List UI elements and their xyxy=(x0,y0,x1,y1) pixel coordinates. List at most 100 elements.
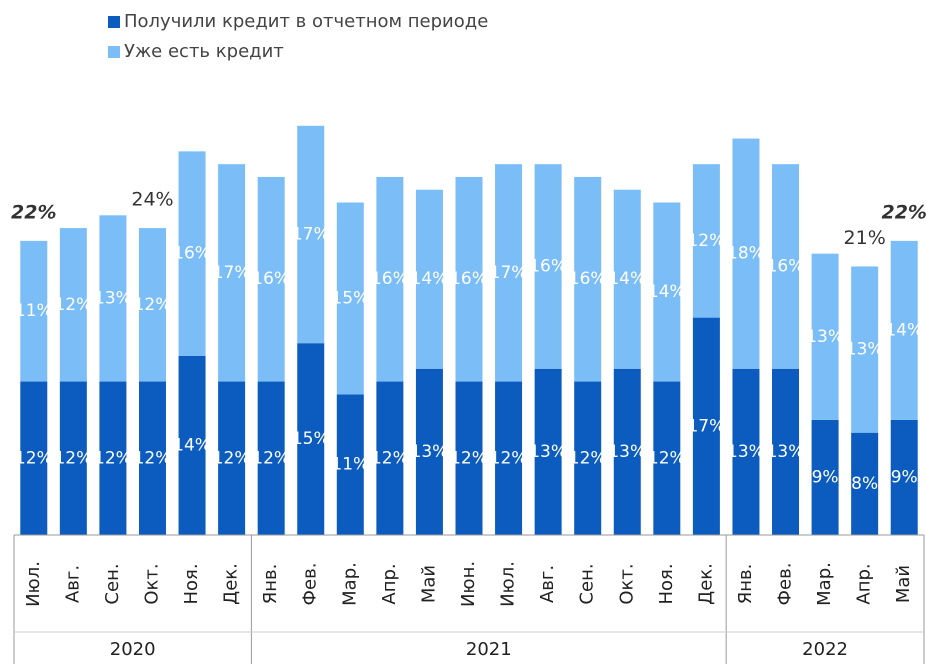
bar-segment xyxy=(732,138,760,369)
value-label: 15% xyxy=(331,288,369,308)
bar-segment xyxy=(811,253,839,420)
value-label: 12% xyxy=(134,448,172,468)
value-label: 16% xyxy=(252,269,290,289)
value-label: 12% xyxy=(252,448,290,468)
value-label: 8% xyxy=(851,474,878,494)
bar-segment xyxy=(495,381,523,535)
value-label: 12% xyxy=(687,231,725,251)
x-tick-label: Июл. xyxy=(498,561,519,607)
value-label: 9% xyxy=(891,467,918,487)
value-label: 13% xyxy=(94,288,132,308)
x-tick-label: Ноя. xyxy=(656,563,677,604)
bar-segment xyxy=(534,164,562,369)
bar-segment xyxy=(20,381,48,535)
x-tick-label: Май xyxy=(893,565,914,603)
x-tick-label: Июн. xyxy=(458,561,479,607)
legend-swatch xyxy=(108,46,120,58)
bar-segment xyxy=(455,381,483,535)
value-label: 16% xyxy=(173,244,211,264)
bar-segment xyxy=(692,317,720,535)
x-tick-label: Ноя. xyxy=(181,563,202,604)
value-label: 12% xyxy=(134,295,172,315)
value-label: 14% xyxy=(173,435,211,455)
bar-segment xyxy=(257,381,285,535)
value-label: 9% xyxy=(812,467,839,487)
bar-segment xyxy=(297,343,325,535)
bar-segment xyxy=(178,355,206,535)
value-label: 12% xyxy=(569,448,607,468)
bar-segment xyxy=(851,266,879,433)
x-tick-label: Июл. xyxy=(23,561,44,607)
x-tick-label: Мар. xyxy=(339,562,360,606)
x-tick-label: Сен. xyxy=(102,563,123,604)
bar-segment xyxy=(653,202,681,382)
value-label: 12% xyxy=(648,448,686,468)
legend-label: Получили кредит в отчетном периоде xyxy=(124,11,488,32)
value-label: 12% xyxy=(490,448,528,468)
value-label: 17% xyxy=(490,263,528,283)
value-label: 12% xyxy=(54,448,92,468)
value-label: 12% xyxy=(15,448,53,468)
bar-segment xyxy=(138,381,166,535)
bar-segment xyxy=(99,381,127,535)
bar-segment xyxy=(772,368,800,535)
value-label: 17% xyxy=(292,224,330,244)
bar-segment xyxy=(59,228,87,382)
annotation: 22% xyxy=(11,201,56,223)
group-label: 2020 xyxy=(110,639,156,660)
bar-segment xyxy=(138,228,166,382)
bar-segment xyxy=(20,240,48,382)
bar-segment xyxy=(613,189,641,369)
x-tick-label: Мар. xyxy=(814,562,835,606)
bar-segment xyxy=(99,215,127,382)
bar-segment xyxy=(495,164,523,382)
bar-segment xyxy=(178,151,206,356)
bar-segment xyxy=(574,381,602,535)
value-label: 12% xyxy=(94,448,132,468)
bar-segment xyxy=(772,164,800,369)
value-label: 12% xyxy=(371,448,409,468)
value-label: 16% xyxy=(450,269,488,289)
bar-segment xyxy=(218,381,246,535)
bar-segment xyxy=(811,419,839,535)
group-label: 2022 xyxy=(802,639,848,660)
value-label: 18% xyxy=(727,244,765,264)
bar-segment xyxy=(257,176,285,382)
x-tick-label: Апр. xyxy=(854,563,875,604)
bar-segment xyxy=(336,202,364,395)
x-tick-label: Апр. xyxy=(379,563,400,604)
value-label: 16% xyxy=(529,256,567,276)
legend-label: Уже есть кредит xyxy=(124,41,284,62)
x-tick-label: Май xyxy=(418,565,439,603)
value-label: 12% xyxy=(54,295,92,315)
annotation: 24% xyxy=(131,189,173,211)
legend-swatch xyxy=(108,16,120,28)
bar-segment xyxy=(732,368,760,535)
value-label: 12% xyxy=(450,448,488,468)
value-label: 13% xyxy=(767,442,805,462)
bar-segment xyxy=(376,176,404,382)
value-label: 14% xyxy=(648,282,686,302)
group-label: 2021 xyxy=(466,639,512,660)
value-label: 11% xyxy=(15,301,53,321)
bar-segment xyxy=(653,381,681,535)
annotation: 21% xyxy=(844,227,886,249)
x-tick-label: Окт. xyxy=(141,563,162,604)
bar-segment xyxy=(851,432,879,535)
x-tick-label: Авг. xyxy=(62,565,83,603)
value-label: 12% xyxy=(213,448,251,468)
x-tick-label: Сен. xyxy=(577,563,598,604)
bar-segment xyxy=(890,240,918,420)
bar-segment xyxy=(415,189,443,369)
bar-segment xyxy=(218,164,246,382)
bar-segment xyxy=(415,368,443,535)
value-label: 16% xyxy=(569,269,607,289)
x-tick-label: Авг. xyxy=(537,565,558,603)
bar-segment xyxy=(455,176,483,382)
x-tick-label: Дек. xyxy=(221,563,242,605)
x-tick-label: Фев. xyxy=(300,563,321,606)
bar-segment xyxy=(534,368,562,535)
value-label: 16% xyxy=(371,269,409,289)
value-label: 13% xyxy=(529,442,567,462)
